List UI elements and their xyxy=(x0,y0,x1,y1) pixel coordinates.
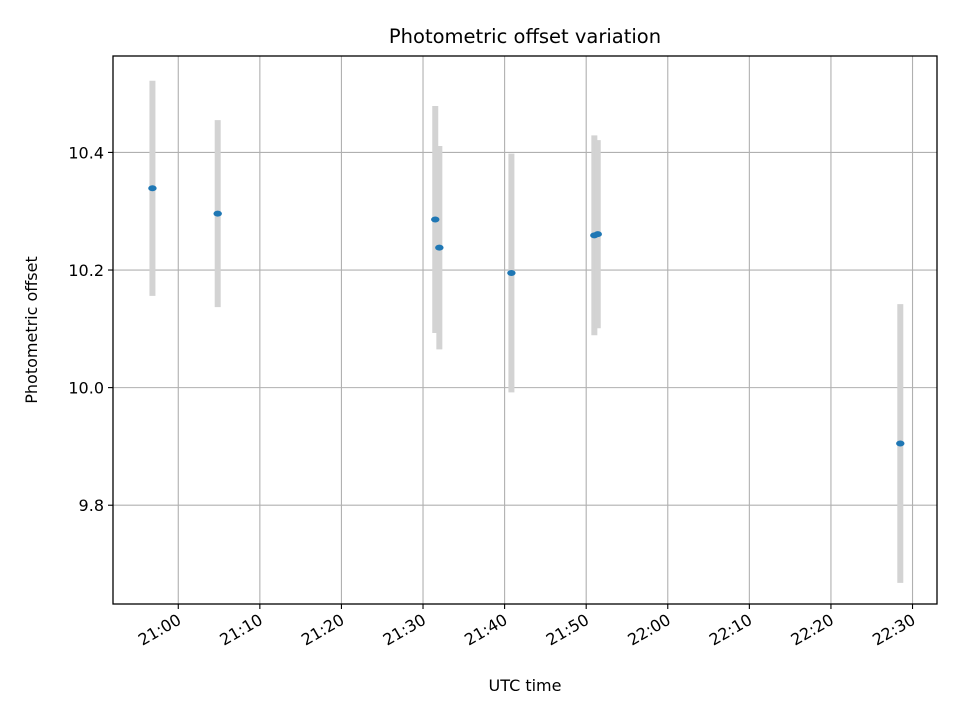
y-tick-label: 10.0 xyxy=(68,379,104,398)
y-tick-label: 10.4 xyxy=(68,143,104,162)
data-point xyxy=(593,231,602,238)
chart-title: Photometric offset variation xyxy=(389,25,661,48)
y-tick-label: 9.8 xyxy=(79,496,104,515)
data-points xyxy=(148,185,905,447)
y-tick-label: 10.2 xyxy=(68,261,104,280)
data-point xyxy=(896,440,905,447)
x-axis-title: UTC time xyxy=(489,676,562,695)
data-point xyxy=(507,269,516,276)
data-point xyxy=(431,216,440,223)
y-axis-ticks: 9.8 10.0 10.2 10.4 xyxy=(68,143,113,515)
gridlines xyxy=(113,56,937,604)
y-axis-title: Photometric offset xyxy=(22,256,41,404)
data-point xyxy=(435,244,444,251)
data-point xyxy=(148,185,157,192)
data-point xyxy=(213,210,222,217)
plot-frame xyxy=(112,55,938,605)
